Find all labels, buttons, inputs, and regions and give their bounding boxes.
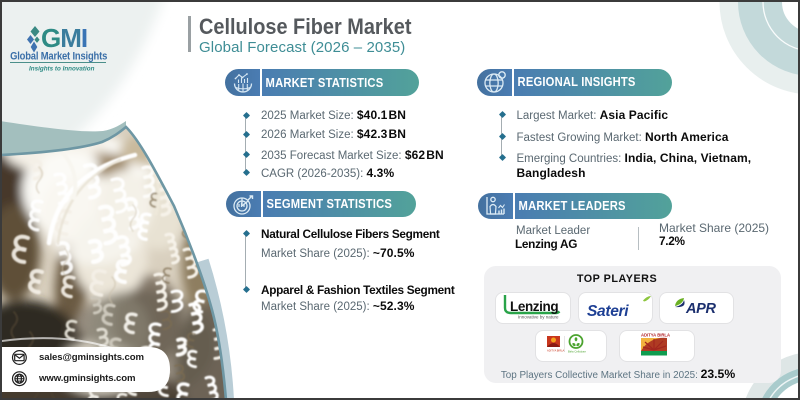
svg-text:Lenzing: Lenzing xyxy=(510,299,558,314)
svg-text:Birla Cellulose: Birla Cellulose xyxy=(568,350,586,354)
svg-text:GMI: GMI xyxy=(41,23,87,53)
svg-text:Innovative by nature: Innovative by nature xyxy=(518,315,559,320)
svg-text:Sateri: Sateri xyxy=(587,303,629,320)
svg-text:Global Market Insights: Global Market Insights xyxy=(10,51,107,63)
svg-text:ADITYA BIRLA: ADITYA BIRLA xyxy=(547,349,565,353)
svg-text:ADITYA BIRLA: ADITYA BIRLA xyxy=(641,333,670,338)
svg-text:Insights to Innovation: Insights to Innovation xyxy=(29,66,95,73)
svg-text:APR: APR xyxy=(685,301,717,317)
